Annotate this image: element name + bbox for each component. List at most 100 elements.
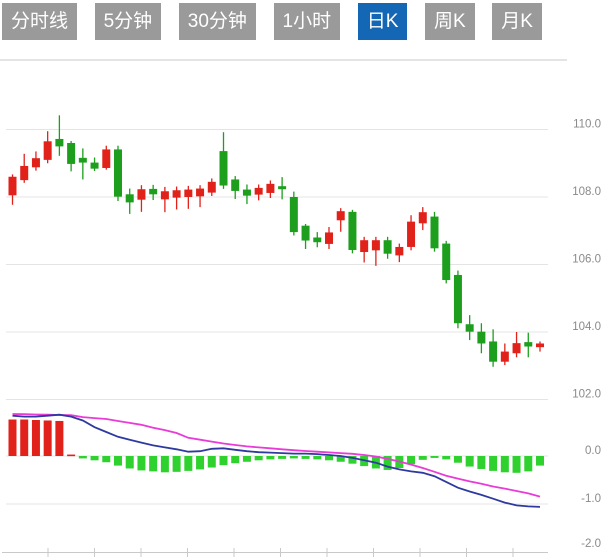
candle: [383, 236, 392, 259]
candle: [512, 332, 521, 358]
macd-histogram: [8, 419, 544, 473]
macd-bar: [231, 456, 240, 464]
macd-bar: [207, 456, 216, 468]
candle: [278, 177, 287, 200]
macd-bar: [125, 456, 134, 469]
macd-bar: [313, 456, 322, 460]
candle: [418, 207, 427, 231]
price-axis-labels: 110.0 108.0 106.0 104.0 102.0: [572, 119, 601, 401]
tab-1hour[interactable]: 1小时: [273, 3, 341, 40]
candle: [102, 145, 111, 170]
macd-bar: [383, 456, 392, 470]
macd-bar: [196, 456, 205, 470]
macd-bar: [219, 456, 228, 466]
macd-bar: [67, 454, 76, 457]
tab-weekly-k[interactable]: 周K: [424, 3, 475, 40]
candle: [207, 178, 216, 196]
macd-bar: [55, 420, 64, 456]
macd-bar: [149, 456, 158, 472]
tab-5min[interactable]: 5分钟: [94, 3, 162, 40]
candle: [137, 185, 146, 212]
macd-bar: [278, 456, 287, 459]
candle: [407, 215, 416, 251]
macd-bar: [114, 456, 122, 466]
axis-tick-label: 108.0: [572, 186, 601, 198]
tab-monthly-k[interactable]: 月K: [492, 3, 542, 40]
macd-bar: [536, 456, 544, 466]
macd-bar: [430, 456, 439, 458]
tab-daily-k[interactable]: 日K: [357, 3, 408, 40]
dif-line: [12, 413, 541, 508]
macd-bar: [489, 456, 498, 471]
candle: [219, 132, 228, 189]
dea-line: [12, 413, 541, 498]
candle: [55, 115, 64, 156]
axis-tick-label: 0.0: [585, 445, 601, 457]
candle: [31, 151, 40, 171]
candle: [254, 184, 263, 201]
axis-tick-label: 104.0: [572, 321, 601, 333]
macd-bar: [348, 456, 357, 464]
candle: [196, 185, 205, 208]
candle: [336, 208, 345, 232]
candle: [453, 270, 462, 329]
macd-bar: [301, 456, 310, 459]
candle: [442, 240, 451, 284]
candle: [500, 343, 509, 366]
candle: [149, 184, 158, 201]
macd-bar: [90, 456, 99, 461]
macd-bar: [453, 456, 462, 463]
candle: [242, 184, 251, 205]
macd-bar: [20, 419, 29, 456]
axis-tick-label: 110.0: [573, 119, 601, 131]
macd-bar: [242, 456, 251, 462]
candle: [90, 157, 99, 172]
candle: [465, 315, 474, 341]
macd-bar: [31, 420, 40, 456]
macd-bar: [137, 456, 146, 471]
macd-bar: [184, 456, 193, 471]
x-axis: [2, 548, 548, 557]
macd-bar: [102, 456, 111, 463]
macd-bar: [78, 456, 87, 459]
candle: [477, 323, 486, 354]
candle: [160, 186, 169, 213]
macd-bar: [172, 456, 181, 472]
macd-bar: [442, 456, 451, 460]
candle: [430, 211, 439, 252]
candle: [360, 236, 369, 263]
candle: [67, 140, 76, 172]
macd-bar: [524, 456, 533, 472]
macd-bar: [500, 456, 509, 473]
candle: [231, 176, 240, 200]
candle: [348, 209, 357, 254]
macd-bar: [160, 456, 169, 473]
macd-bar: [43, 420, 52, 456]
candle: [301, 224, 310, 249]
candle: [371, 236, 380, 266]
axis-tick-label: 106.0: [572, 254, 601, 266]
candle: [43, 131, 52, 164]
axis-tick-label: -2.0: [581, 538, 601, 550]
macd-bar: [8, 419, 17, 456]
candle: [325, 227, 333, 249]
candle: [8, 174, 17, 205]
candle: [184, 185, 193, 209]
macd-bar: [418, 456, 427, 460]
candle: [313, 232, 322, 248]
macd-bar: [407, 456, 416, 465]
timeframe-tabs: 分时线 5分钟 30分钟 1小时 日K 周K 月K: [2, 3, 542, 40]
price-gridlines: [0, 59, 567, 400]
macd-bar: [477, 456, 486, 469]
candle: [395, 243, 404, 263]
macd-bar: [512, 456, 521, 473]
candle: [536, 341, 544, 352]
candle: [125, 188, 134, 214]
tab-30min[interactable]: 30分钟: [178, 3, 256, 40]
tab-time-line[interactable]: 分时线: [2, 3, 78, 40]
macd-bar: [336, 456, 345, 462]
candle: [20, 153, 29, 183]
candle: [266, 180, 275, 199]
